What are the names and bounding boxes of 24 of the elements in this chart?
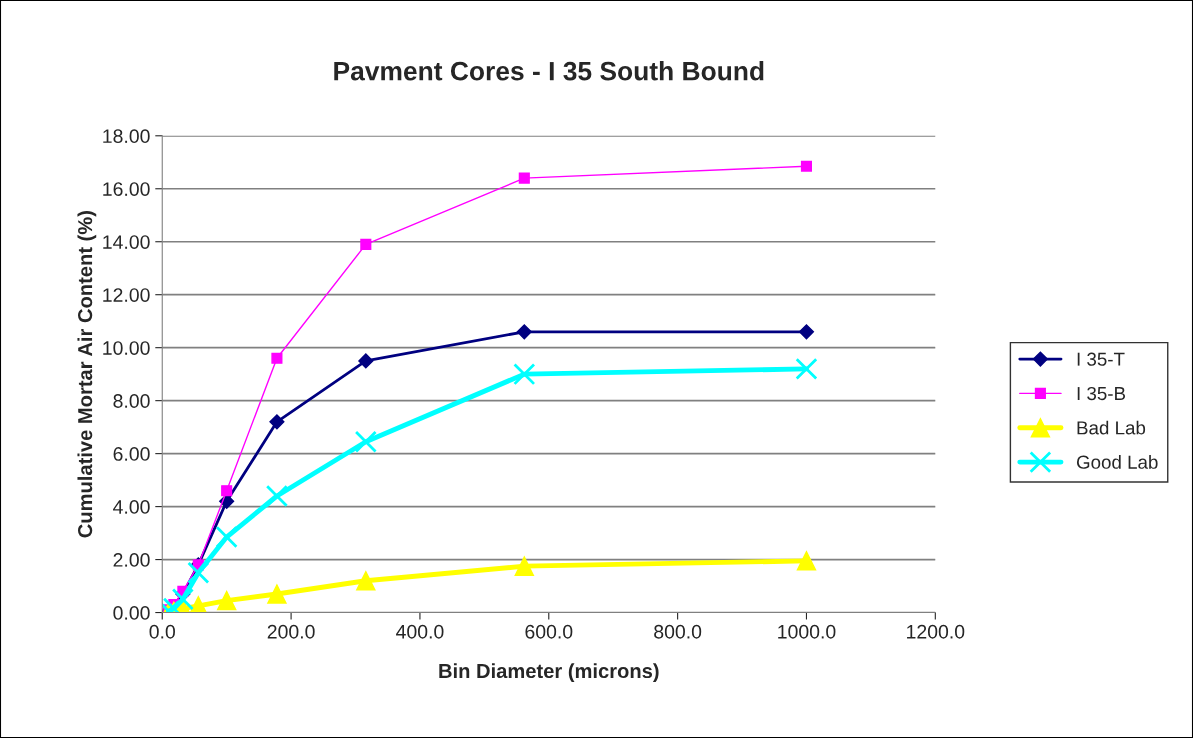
x-tick-label: 1000.0 bbox=[778, 624, 836, 639]
y-tick-label: 4.00 bbox=[113, 500, 150, 514]
legend-label: I 35-T bbox=[1077, 352, 1125, 366]
y-tick-label: 18.00 bbox=[103, 129, 150, 144]
y-tick-label: 6.00 bbox=[113, 447, 150, 461]
y-tick-label: 10.00 bbox=[103, 341, 150, 355]
y-tick-label: 0.00 bbox=[113, 606, 150, 620]
chart-title: Pavment Cores - I 35 South Bound bbox=[334, 61, 764, 81]
y-tick-label: 12.00 bbox=[103, 288, 150, 302]
y-tick-label: 2.00 bbox=[113, 553, 150, 567]
x-tick-label: 600.0 bbox=[525, 624, 573, 639]
x-tick-label: 800.0 bbox=[654, 624, 702, 639]
x-tick-label: 1200.0 bbox=[907, 624, 965, 639]
y-tick-label: 8.00 bbox=[113, 394, 150, 408]
legend-label: I 35-B bbox=[1077, 386, 1126, 401]
y-tick-label: 16.00 bbox=[103, 182, 150, 196]
x-tick-label: 200.0 bbox=[267, 624, 315, 639]
x-tick-label: 0.0 bbox=[149, 624, 175, 639]
x-axis-title: Bin Diameter (microns) bbox=[439, 663, 659, 683]
y-axis-title: Cumulative Mortar Air Content (%) bbox=[77, 211, 97, 538]
x-tick-label: 400.0 bbox=[396, 624, 444, 639]
legend-label: Bad Lab bbox=[1077, 420, 1146, 435]
y-tick-label: 14.00 bbox=[103, 235, 150, 249]
legend-label: Good Lab bbox=[1076, 455, 1158, 469]
